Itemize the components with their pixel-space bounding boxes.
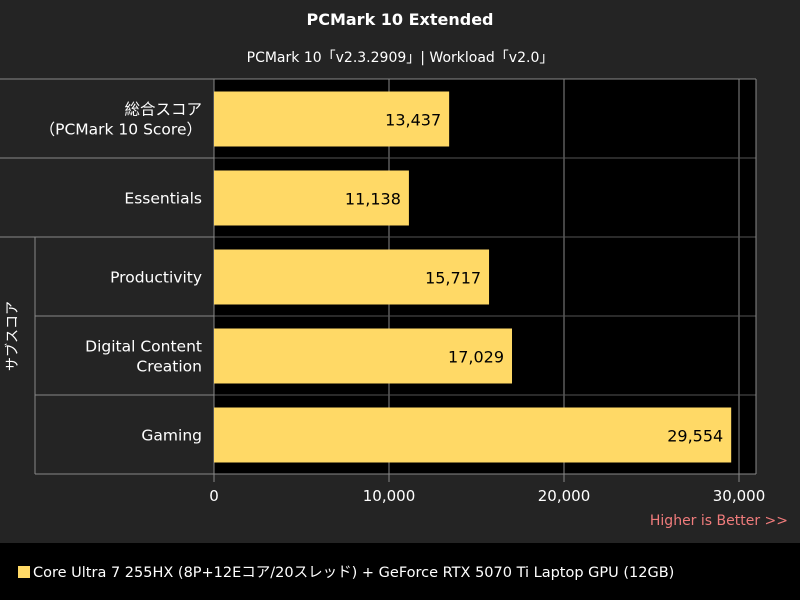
bar-value-label: 17,029: [448, 348, 504, 367]
bar-value-label: 29,554: [667, 427, 723, 446]
higher-is-better-note: Higher is Better >>: [649, 513, 788, 529]
category-label: Essentials: [124, 190, 202, 208]
category-label: Productivity: [110, 269, 202, 287]
category-label: Creation: [136, 358, 202, 376]
x-tick-label: 0: [209, 487, 219, 505]
bar-chart: 0 10,000 20,000 30,000 サブスコア 13,437 総合スコア （PCMa…: [0, 78, 766, 505]
bar-value-label: 13,437: [385, 111, 441, 130]
category-label: Gaming: [141, 427, 202, 445]
legend-label: Core Ultra 7 255HX (8P+12Eコア/20スレッド) + G…: [33, 565, 675, 581]
legend-swatch: [18, 565, 30, 578]
x-tick-label: 30,000: [713, 487, 766, 505]
category-label: 総合スコア: [124, 101, 202, 119]
legend: Core Ultra 7 255HX (8P+12Eコア/20スレッド) + G…: [0, 543, 800, 600]
x-tick-label: 10,000: [363, 487, 416, 505]
group-label: サブスコア: [4, 301, 21, 371]
bar: [214, 407, 732, 463]
bar: [214, 328, 513, 384]
x-tick-label: 20,000: [538, 487, 591, 505]
category-label: Digital Content: [85, 338, 202, 356]
bar: [214, 249, 490, 305]
bar: [214, 91, 450, 147]
chart-title: PCMark 10 Extended: [306, 10, 494, 29]
bar-value-label: 11,138: [345, 190, 401, 209]
bar: [214, 170, 409, 226]
bar-value-label: 15,717: [425, 269, 481, 288]
category-label: （PCMark 10 Score）: [40, 121, 202, 139]
chart-subtitle: PCMark 10「v2.3.2909」| Workload「v2.0」: [246, 50, 554, 66]
